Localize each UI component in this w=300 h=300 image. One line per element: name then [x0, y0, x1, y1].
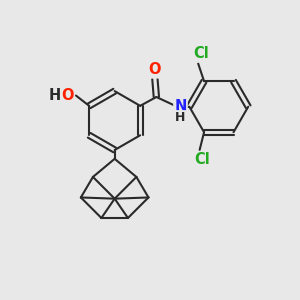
Text: Cl: Cl [195, 152, 211, 167]
Text: N: N [174, 99, 187, 114]
Text: O: O [148, 62, 161, 77]
Text: H: H [175, 111, 186, 124]
Text: O: O [61, 88, 74, 103]
Text: H: H [49, 88, 61, 103]
Text: Cl: Cl [193, 46, 209, 61]
